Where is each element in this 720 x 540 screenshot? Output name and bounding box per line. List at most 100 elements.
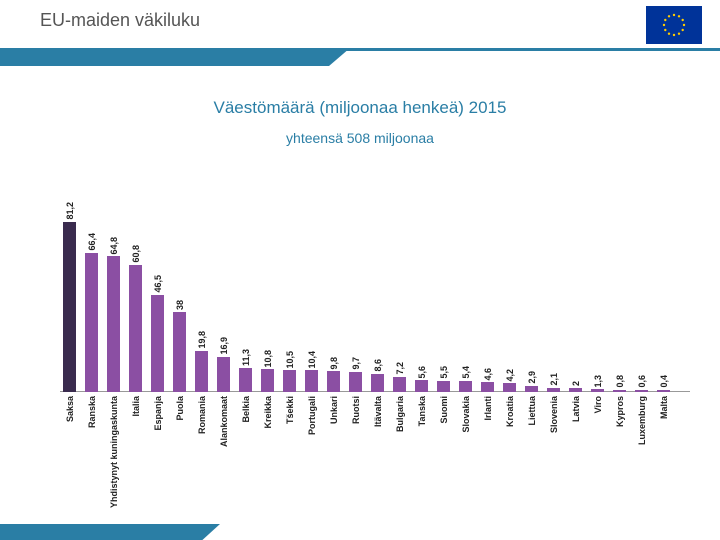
bar-rect [481,382,494,392]
bar-category-label: Romania [197,396,207,434]
population-bar-chart: 81,2Saksa66,4Ranska64,8Yhdistynyt kuning… [60,172,690,472]
header-accent-bar [0,48,720,66]
bar-kypros: 0,8Kypros [610,375,629,392]
bar-value-label: 81,2 [65,202,75,220]
bar-category-label: Latvia [571,396,581,422]
chart-sub-title: yhteensä 508 miljoonaa [0,130,720,146]
page-title: EU-maiden väkiluku [40,10,200,31]
bar-rect [107,256,120,392]
bar-romania: 19,8Romania [192,331,211,392]
bar-rect [173,312,186,392]
bar-category-label: Luxemburg [637,396,647,445]
bar-category-label: Slovenia [549,396,559,433]
bar-itävalta: 8,6Itävalta [368,359,387,392]
bar-rect [217,357,230,392]
bar-category-label: Viro [593,396,603,413]
bar-rect [305,370,318,392]
bar-rect [349,372,362,392]
bar-latvia: 2Latvia [566,381,585,392]
bar-value-label: 4,6 [483,368,493,381]
bar-value-label: 46,5 [153,275,163,293]
bar-rect [657,390,670,392]
bar-value-label: 60,8 [131,245,141,263]
bar-bulgaria: 7,2Bulgaria [390,362,409,392]
bar-alankomaat: 16,9Alankomaat [214,337,233,392]
bar-category-label: Irlanti [483,396,493,421]
bar-value-label: 10,4 [307,351,317,369]
bar-rect [151,295,164,392]
bar-value-label: 9,8 [329,357,339,370]
bar-liettua: 2,9Liettua [522,371,541,392]
bar-espanja: 46,5Espanja [148,275,167,392]
bar-suomi: 5,5Suomi [434,366,453,392]
bar-kroatia: 4,2Kroatia [500,369,519,392]
bar-category-label: Liettua [527,396,537,426]
bar-rect [459,381,472,392]
bar-value-label: 5,4 [461,366,471,379]
bar-rect [371,374,384,392]
bar-category-label: Belkia [241,396,251,423]
chart-main-title: Väestömäärä (miljoonaa henkeä) 2015 [0,98,720,118]
bar-rect [85,253,98,392]
bar-slovakia: 5,4Slovakia [456,366,475,392]
bar-value-label: 64,8 [109,237,119,255]
bar-irlanti: 4,6Irlanti [478,368,497,392]
bar-category-label: Kypros [615,396,625,427]
bar-malta: 0,4Malta [654,375,673,392]
bar-rect [239,368,252,392]
bar-rect [195,351,208,392]
bar-value-label: 0,4 [659,375,669,388]
bar-value-label: 2,9 [527,371,537,384]
bar-slovenia: 2,1Slovenia [544,373,563,392]
bar-rect [503,383,516,392]
bar-luxemburg: 0,6Luxemburg [632,375,651,392]
bar-unkari: 9,8Unkari [324,357,343,392]
bar-category-label: Suomi [439,396,449,424]
bar-value-label: 8,6 [373,359,383,372]
bar-category-label: Espanja [153,396,163,431]
header: EU-maiden väkiluku [0,0,720,58]
bar-ruotsi: 9,7Ruotsi [346,357,365,392]
bar-value-label: 66,4 [87,233,97,251]
bar-belkia: 11,3Belkia [236,349,255,392]
eu-flag-icon [646,6,702,44]
bar-value-label: 5,5 [439,366,449,379]
bar-category-label: Kroatia [505,396,515,427]
bar-rect [63,222,76,392]
bar-italia: 60,8Italia [126,245,145,392]
bar-category-label: Yhdistynyt kuningaskunta [109,396,119,508]
bar-tanska: 5,6Tanska [412,366,431,392]
bar-rect [547,388,560,392]
bar-rect [327,371,340,392]
chart-bars-container: 81,2Saksa66,4Ranska64,8Yhdistynyt kuning… [60,172,690,392]
bar-saksa: 81,2Saksa [60,202,79,392]
bar-ranska: 66,4Ranska [82,233,101,392]
bar-value-label: 5,6 [417,366,427,379]
bar-rect [525,386,538,392]
bar-viro: 1,3Viro [588,375,607,392]
bar-rect [437,381,450,393]
bar-rect [569,388,582,392]
bar-yhdistynyt-kuningaskunta: 64,8Yhdistynyt kuningaskunta [104,237,123,392]
bar-value-label: 11,3 [241,349,251,366]
bar-rect [613,390,626,392]
bar-category-label: Puola [175,396,185,421]
bar-category-label: Italia [131,396,141,417]
bar-portugali: 10,4Portugali [302,351,321,392]
footer-accent-bar [0,524,220,540]
bar-category-label: Slovakia [461,396,471,433]
bar-rect [261,369,274,392]
bar-category-label: Tanska [417,396,427,426]
bar-value-label: 4,2 [505,369,515,382]
bar-category-label: Alankomaat [219,396,229,447]
bar-value-label: 19,8 [197,331,207,349]
bar-puola: 38Puola [170,300,189,392]
bar-kreikka: 10,8Kreikka [258,350,277,392]
bar-rect [129,265,142,392]
bar-value-label: 9,7 [351,357,361,370]
bar-value-label: 7,2 [395,362,405,375]
bar-category-label: Itävalta [373,396,383,427]
bar-tšekki: 10,5Tšekki [280,351,299,393]
bar-category-label: Saksa [65,396,75,422]
bar-rect [591,389,604,392]
